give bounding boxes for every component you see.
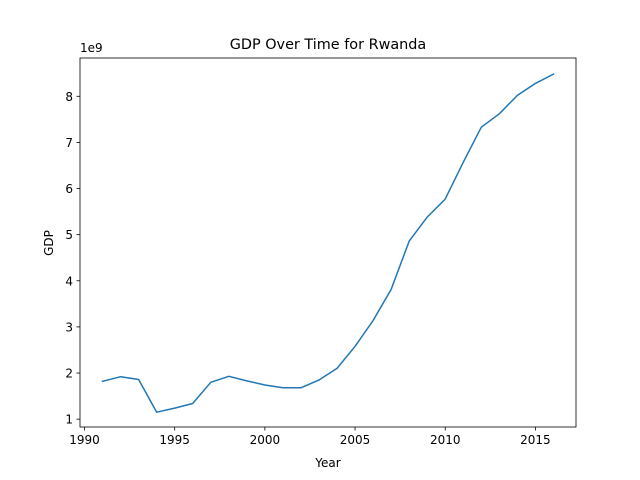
y-tick-label: 7 — [65, 136, 73, 150]
y-axis-label: GDP — [42, 230, 56, 256]
x-axis-label: Year — [314, 456, 340, 470]
x-tick-label: 2015 — [520, 433, 551, 447]
x-tick-label: 1990 — [69, 433, 100, 447]
axis-ticks: 1990 1995 2000 2005 2010 2015 1 2 3 4 5 6 7 8 — [65, 90, 550, 447]
y-tick-label: 1 — [65, 413, 73, 427]
x-tick-label: 2010 — [430, 433, 461, 447]
x-tick-label: 2005 — [340, 433, 371, 447]
chart-title: GDP Over Time for Rwanda — [230, 37, 427, 53]
y-offset-label: 1e9 — [80, 41, 103, 55]
plot-area — [80, 58, 576, 427]
y-tick-label: 2 — [65, 367, 73, 381]
y-tick-label: 3 — [65, 320, 73, 334]
y-tick-label: 8 — [65, 90, 73, 104]
y-tick-label: 5 — [65, 228, 73, 242]
x-tick-label: 1995 — [159, 433, 190, 447]
x-tick-label: 2000 — [250, 433, 281, 447]
plot-frame — [79, 57, 577, 428]
gdp-series-line — [101, 73, 555, 413]
y-tick-label: 6 — [65, 182, 73, 196]
y-tick-label: 4 — [65, 274, 73, 288]
